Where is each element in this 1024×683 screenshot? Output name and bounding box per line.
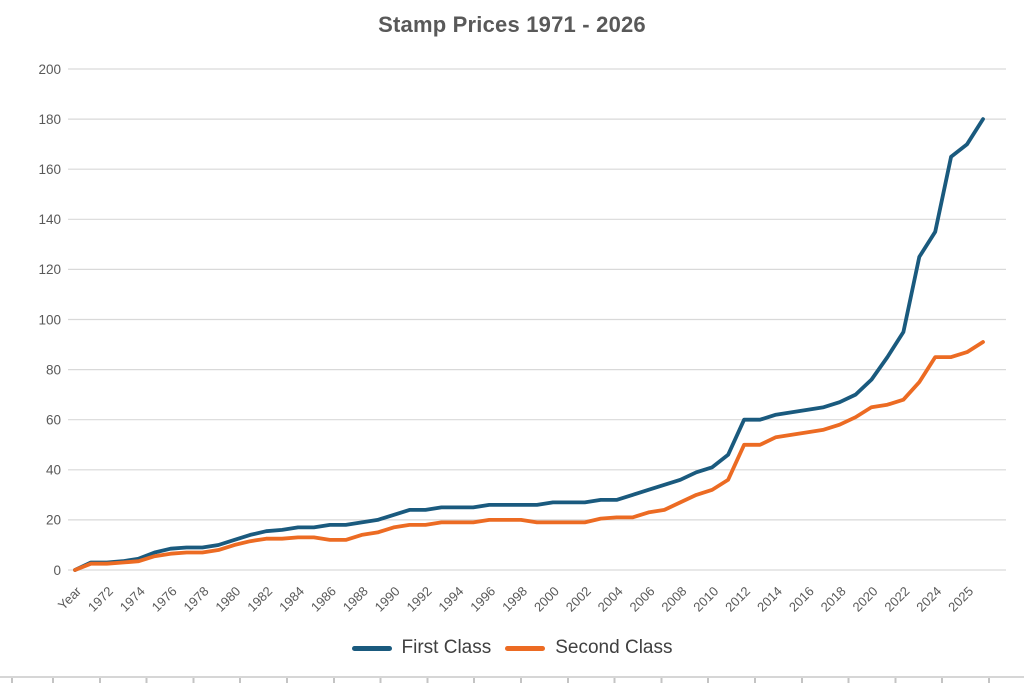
x-axis-label-2006-36: 2006	[627, 584, 658, 615]
y-axis-label-80: 80	[46, 362, 61, 377]
bottom-ruler-ticks	[0, 678, 1024, 683]
y-axis-label-20: 20	[46, 513, 61, 528]
y-axis-label-60: 60	[46, 413, 61, 428]
x-axis-label-1994-24: 1994	[435, 584, 466, 615]
x-axis-label-2008-38: 2008	[658, 584, 689, 615]
legend-label-second-class: Second Class	[555, 637, 673, 658]
x-axis-label-2000-30: 2000	[531, 584, 562, 615]
series-line-first-class[interactable]	[73, 117, 985, 572]
x-axis-label-1972-2: 1972	[85, 584, 116, 615]
x-axis-label-2025-56: 2025	[945, 584, 976, 615]
x-axis-label-1982-12: 1982	[244, 584, 275, 615]
x-axis-label-2016-46: 2016	[786, 584, 817, 615]
x-axis-label-2014-44: 2014	[754, 584, 785, 615]
x-axis-label-1990-20: 1990	[372, 584, 403, 615]
x-axis-label-1988-18: 1988	[340, 584, 371, 615]
y-axis-label-120: 120	[38, 262, 61, 277]
x-axis-label-2002-32: 2002	[563, 584, 594, 615]
bottom-ruler	[0, 676, 1024, 683]
x-axis-label-1976-6: 1976	[149, 584, 180, 615]
x-axis-label-2024-54: 2024	[913, 584, 944, 615]
y-axis-label-160: 160	[38, 162, 61, 177]
legend: First Class Second Class	[0, 637, 1024, 659]
legend-item-second-class[interactable]: Second Class	[505, 637, 672, 659]
x-axis-label-2012-42: 2012	[722, 584, 753, 615]
x-axis-label-1996-26: 1996	[467, 584, 498, 615]
x-axis-label-1992-22: 1992	[404, 584, 435, 615]
x-axis-label-1978-8: 1978	[181, 584, 212, 615]
x-axis-label-2010-40: 2010	[690, 584, 721, 615]
y-axis-label-0: 0	[53, 563, 61, 578]
y-axis-label-200: 200	[38, 62, 61, 77]
legend-label-first-class: First Class	[401, 637, 492, 658]
y-axis-label-40: 40	[46, 463, 61, 478]
y-axis-label-180: 180	[38, 112, 61, 127]
x-axis-label-2022-52: 2022	[881, 584, 912, 615]
x-axis-label-2004-34: 2004	[595, 584, 626, 615]
x-axis-label-2020-50: 2020	[850, 584, 881, 615]
x-axis-label-1980-10: 1980	[212, 584, 243, 615]
x-axis-label-Year-0: Year	[55, 583, 85, 613]
chart-title: Stamp Prices 1971 - 2026	[378, 12, 646, 37]
x-axis-label-2018-48: 2018	[818, 584, 849, 615]
x-axis-label-1974-4: 1974	[117, 584, 148, 615]
x-axis-label-1984-14: 1984	[276, 584, 307, 615]
y-axis-label-140: 140	[38, 212, 61, 227]
first-class-line-swatch	[351, 645, 392, 651]
series-line-second-class[interactable]	[73, 340, 985, 572]
y-axis-label-100: 100	[38, 312, 61, 327]
x-axis-label-1986-16: 1986	[308, 584, 339, 615]
second-class-line-swatch	[505, 645, 546, 651]
legend-item-first-class[interactable]: First Class	[351, 637, 492, 659]
x-axis-label-1998-28: 1998	[499, 584, 530, 615]
